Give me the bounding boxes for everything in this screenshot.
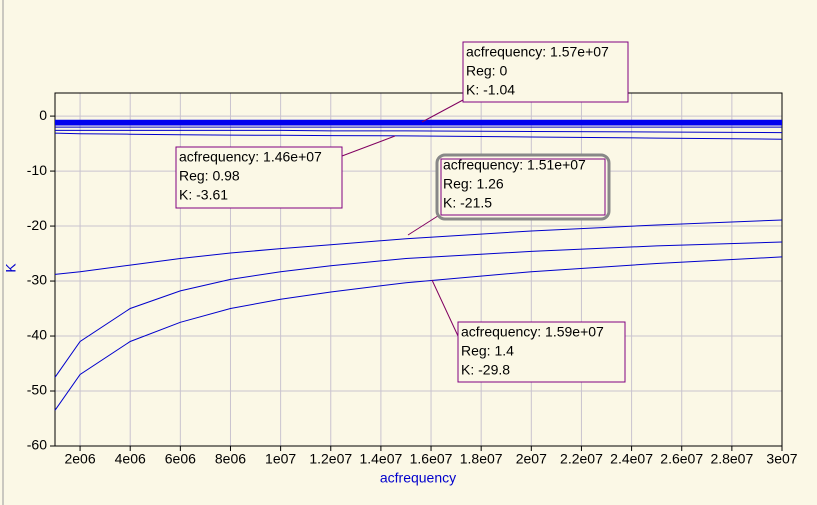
x-tick-label: 2e06 — [64, 451, 95, 467]
annotation-text: acfrequency: 1.51e+07 — [443, 157, 586, 173]
annotation-leader — [431, 279, 459, 337]
x-tick-label: 1.4e07 — [359, 451, 402, 467]
annotation-leader — [407, 213, 442, 236]
annotation-box — [462, 41, 629, 103]
y-tick-label: -50 — [27, 382, 47, 398]
x-tick-label: 8e06 — [215, 451, 246, 467]
annotation-text: K: -3.61 — [179, 187, 228, 203]
y-tick-label: -30 — [27, 272, 47, 288]
x-tick-label: 2.2e07 — [560, 451, 603, 467]
x-tick-label: 4e06 — [115, 451, 146, 467]
annotation: acfrequency: 1.51e+07 Reg: 1.26 K: -21.5 — [407, 153, 611, 236]
annotation: acfrequency: 1.59e+07 Reg: 1.4 K: -29.8 — [431, 279, 626, 383]
x-tick-label: 1e07 — [265, 451, 296, 467]
annotation: acfrequency: 1.46e+07 Reg: 0.98 K: -3.61 — [175, 135, 396, 209]
annotation-text: acfrequency: 1.57e+07 — [466, 44, 609, 60]
annotation-box — [175, 146, 343, 209]
annotation-text: Reg: 1.26 — [443, 176, 504, 192]
annotation-text: Reg: 1.4 — [461, 343, 514, 359]
series-line — [54, 219, 783, 275]
x-tick-label: 3e07 — [766, 451, 797, 467]
series-line — [54, 256, 783, 411]
plot-frame — [54, 92, 783, 447]
y-tick-label: -40 — [27, 327, 47, 343]
annotation-text: Reg: 0 — [466, 63, 507, 79]
series-line — [54, 241, 783, 378]
y-tick-label: -10 — [27, 162, 47, 178]
y-tick-label: -20 — [27, 217, 47, 233]
annotation-text: K: -21.5 — [443, 195, 492, 211]
x-tick-label: 1.6e07 — [410, 451, 453, 467]
annotation-text: K: -1.04 — [466, 82, 515, 98]
x-tick-label: 2.8e07 — [710, 451, 753, 467]
x-tick-label: 1.8e07 — [460, 451, 503, 467]
annotation-leader — [421, 99, 464, 123]
x-tick-label: 2.4e07 — [610, 451, 653, 467]
series-line — [54, 132, 783, 140]
annotation: acfrequency: 1.57e+07 Reg: 0 K: -1.04 — [421, 41, 629, 123]
x-tick-label: 6e06 — [165, 451, 196, 467]
y-tick-label: 0 — [39, 107, 47, 123]
x-axis-label: acfrequency — [380, 470, 456, 486]
x-tick-label: 2e07 — [516, 451, 547, 467]
annotation-text: Reg: 0.98 — [179, 168, 240, 184]
plot-area — [55, 93, 782, 446]
x-tick-label: 2.6e07 — [660, 451, 703, 467]
y-tick-label: -60 — [27, 437, 47, 453]
x-tick-label: 1.2e07 — [309, 451, 352, 467]
series-line — [55, 129, 783, 134]
annotation-text: acfrequency: 1.59e+07 — [461, 324, 604, 340]
annotation-text: acfrequency: 1.46e+07 — [179, 149, 322, 165]
annotation-text: K: -29.8 — [461, 362, 510, 378]
y-axis-label: K — [3, 263, 19, 273]
annotation-box-inner — [440, 158, 606, 216]
annotation-leader — [341, 135, 396, 157]
annotation-box — [457, 321, 626, 383]
annotation-box — [435, 153, 611, 221]
